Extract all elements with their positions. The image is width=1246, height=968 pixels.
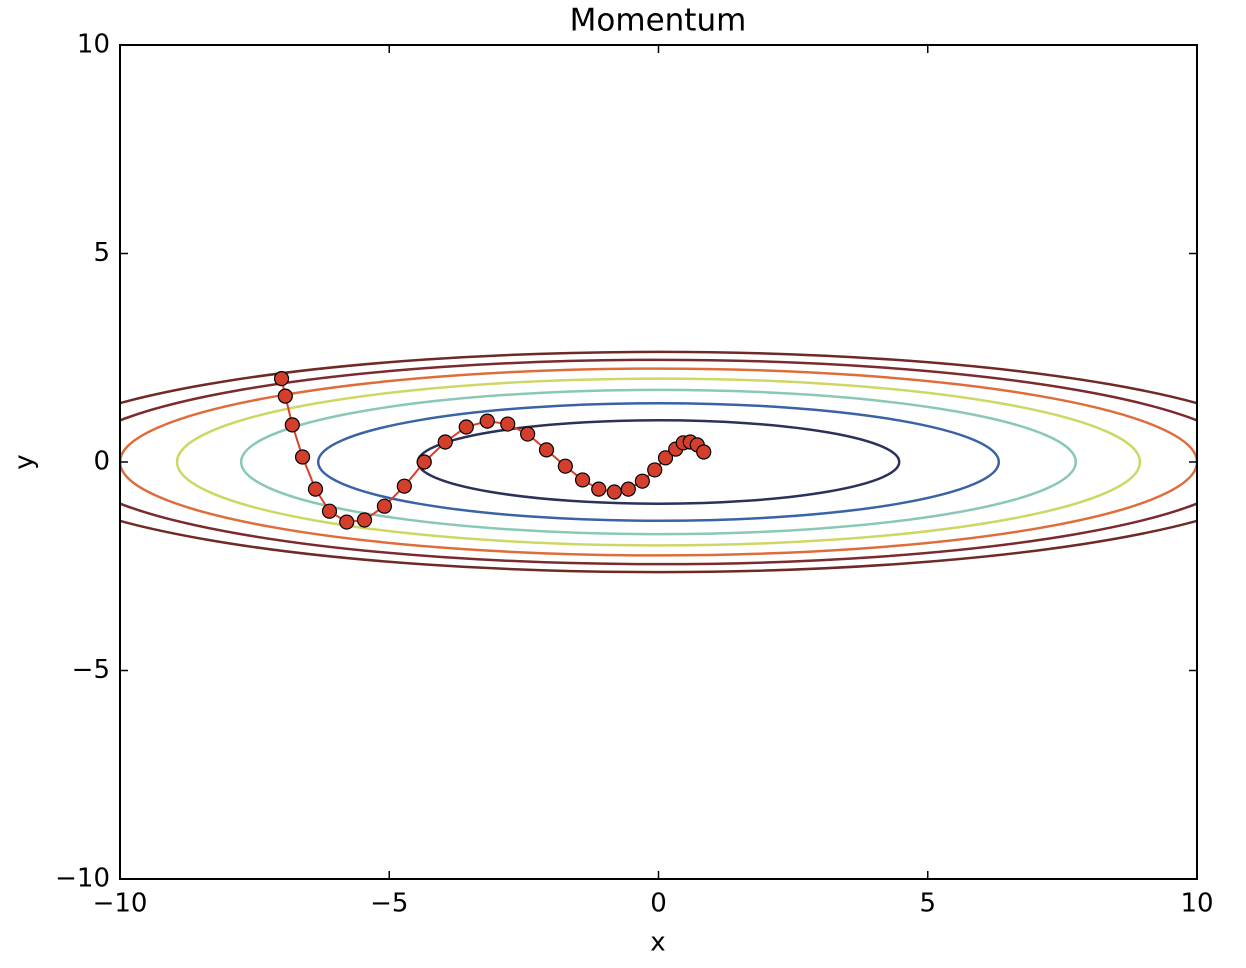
trajectory	[273, 371, 712, 530]
x-tick-label: −10	[93, 889, 148, 919]
y-tick-label: 0	[93, 447, 110, 477]
contour	[120, 350, 1197, 574]
trajectory-point	[416, 454, 432, 470]
plot-frame	[119, 44, 1198, 880]
contour	[120, 358, 1197, 566]
trajectory-point	[339, 514, 355, 530]
contour	[175, 377, 1142, 547]
trajectory-point	[500, 416, 516, 432]
trajectory-point	[307, 481, 324, 497]
contour	[120, 367, 1197, 557]
trajectory-point	[396, 478, 412, 494]
trajectory-point	[273, 371, 290, 387]
x-tick-label: 0	[650, 889, 667, 919]
contours	[120, 350, 1197, 574]
contour	[239, 388, 1078, 536]
y-tick-label: 10	[77, 30, 110, 60]
trajectory-point	[591, 481, 607, 497]
trajectory-point	[356, 512, 373, 528]
trajectory-point	[634, 473, 650, 489]
trajectory-point	[284, 417, 300, 433]
y-tick-label: −10	[55, 864, 110, 894]
contour	[416, 419, 901, 505]
y-tick-label: 5	[93, 238, 110, 268]
contour	[316, 401, 1001, 523]
y-tick-label: −5	[72, 655, 110, 685]
x-tick-label: 10	[1180, 889, 1213, 919]
trajectory-point	[321, 503, 338, 519]
trajectory-point	[647, 462, 663, 478]
trajectory-point	[376, 498, 393, 514]
trajectory-point	[696, 444, 712, 460]
trajectory-point	[657, 450, 674, 466]
trajectory-line	[280, 378, 705, 524]
trajectory-point	[538, 442, 555, 458]
trajectory-point	[606, 484, 622, 500]
trajectory-point	[557, 458, 573, 474]
x-tick-label: −5	[370, 889, 408, 919]
trajectory-point	[620, 481, 636, 497]
trajectory-point	[437, 434, 453, 450]
x-axis-label: x	[650, 928, 665, 958]
y-axis-label: y	[10, 454, 40, 469]
chart-title: Momentum	[570, 3, 747, 39]
trajectory-point	[520, 426, 536, 442]
x-tick-label: 5	[919, 889, 936, 919]
trajectory-point	[277, 388, 293, 404]
trajectory-point	[294, 449, 311, 465]
trajectory-point	[574, 472, 591, 488]
trajectory-point	[479, 413, 495, 429]
trajectory-point	[458, 419, 474, 435]
